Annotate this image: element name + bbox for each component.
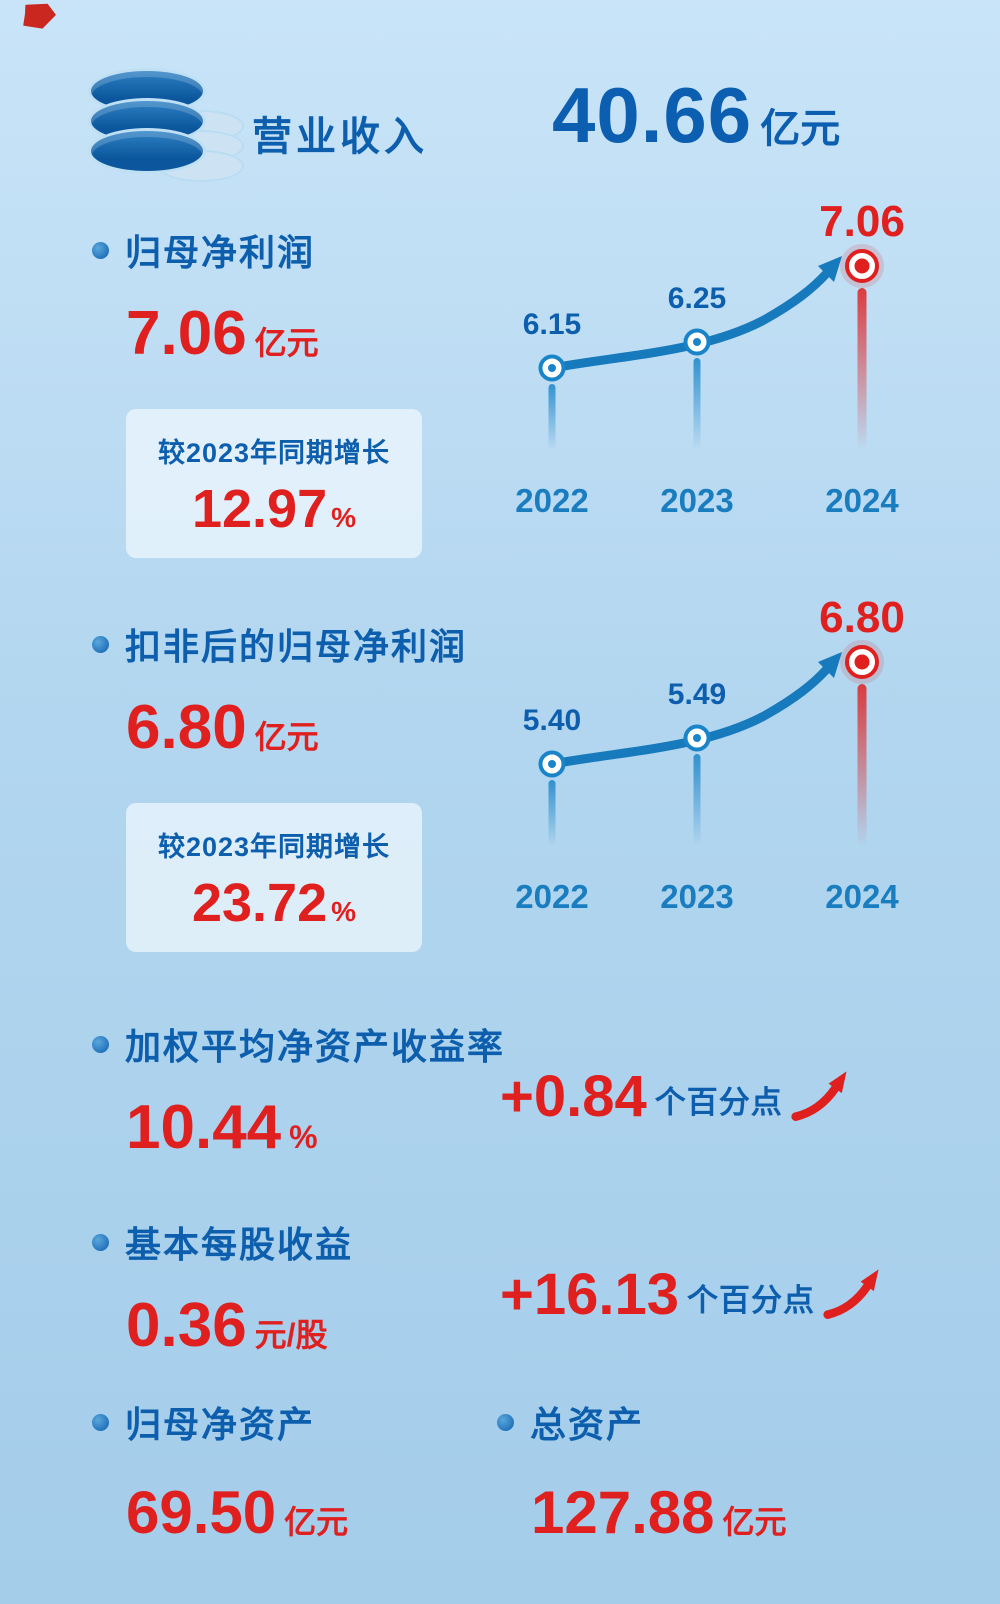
tail-2022 xyxy=(548,384,556,450)
value-2024: 6.80 xyxy=(819,596,905,642)
deducted-net-profit-growth-box: 较2023年同期增长 23.72% xyxy=(126,803,422,952)
deducted-net-profit-value: 6.80 亿元 xyxy=(126,692,467,763)
revenue-number: 40.66 xyxy=(552,71,753,159)
trend-arrow-line xyxy=(559,269,831,371)
value-2024: 7.06 xyxy=(819,200,905,246)
roe-unit: % xyxy=(289,1119,318,1155)
eps-change-number: +16.13 xyxy=(500,1262,680,1327)
net-profit-growth-box: 较2023年同期增长 12.97% xyxy=(126,409,422,558)
value-2022: 6.15 xyxy=(523,308,581,341)
year-2023: 2023 xyxy=(660,878,733,915)
trend-arrow-line xyxy=(559,665,831,767)
total-assets-number: 127.88 xyxy=(531,1479,715,1546)
growth-value: 23.72% xyxy=(191,873,357,933)
trend-arrowhead-icon xyxy=(818,652,842,678)
revenue-unit: 亿元 xyxy=(760,107,841,151)
eps-change: +16.13 个百分点 xyxy=(500,1260,887,1328)
database-icon-stack xyxy=(88,68,206,174)
growth-label: 较2023年同期增长 xyxy=(157,438,391,468)
revenue-label: 营业收入 xyxy=(252,115,428,159)
deducted-net-profit-label: 扣非后的归母净利润 xyxy=(125,626,468,667)
year-2022: 2022 xyxy=(515,482,588,519)
net-assets-label: 归母净资产 xyxy=(125,1404,316,1445)
tail-2022 xyxy=(548,780,556,846)
revenue-header: 营业收入 40.66 亿元 xyxy=(0,58,1000,228)
bullet-icon xyxy=(497,1413,514,1431)
tail-2023 xyxy=(693,754,701,846)
net-profit-value: 7.06 亿元 xyxy=(126,298,422,369)
net-assets-number: 69.50 xyxy=(126,1479,277,1546)
bullet-icon xyxy=(92,635,109,653)
net-profit-section: 归母净利润 7.06 亿元 较2023年同期增长 12.97% xyxy=(92,224,422,558)
year-2023: 2023 xyxy=(660,482,733,519)
eps-change-unit: 个百分点 xyxy=(687,1283,816,1318)
bullet-icon xyxy=(92,241,109,259)
total-assets-label: 总资产 xyxy=(530,1404,645,1445)
trend-arrowhead-icon xyxy=(818,256,842,282)
roe-value: 10.44% xyxy=(126,1092,505,1163)
total-assets-value: 127.88 亿元 xyxy=(531,1478,787,1547)
year-2022: 2022 xyxy=(515,878,588,915)
database-icon xyxy=(88,68,298,193)
bullet-icon xyxy=(92,1035,109,1053)
roe-change: +0.84 个百分点 xyxy=(500,1062,855,1130)
corner-logo-fragment xyxy=(20,1,57,31)
bullet-icon xyxy=(92,1233,109,1251)
eps-section: 基本每股收益 0.36 元/股 xyxy=(92,1216,353,1361)
deducted-net-profit-trend-chart: 5.40 5.49 6.80 2022 2023 2024 xyxy=(515,596,905,915)
deducted-net-profit-unit: 亿元 xyxy=(254,719,319,755)
roe-label: 加权平均净资产收益率 xyxy=(125,1026,506,1067)
net-profit-unit: 亿元 xyxy=(254,325,319,361)
net-assets-unit: 亿元 xyxy=(284,1504,349,1540)
net-assets-section: 归母净资产 69.50 亿元 xyxy=(92,1396,348,1547)
net-profit-number: 7.06 xyxy=(126,299,247,368)
deducted-net-profit-number: 6.80 xyxy=(126,693,247,762)
growth-label: 较2023年同期增长 xyxy=(157,832,391,862)
tail-2024 xyxy=(857,288,867,450)
roe-number: 10.44 xyxy=(126,1093,282,1162)
eps-value: 0.36 元/股 xyxy=(126,1290,353,1361)
up-arrow-icon xyxy=(791,1071,847,1121)
tail-2023 xyxy=(693,358,701,450)
value-2022: 5.40 xyxy=(523,704,581,737)
year-2024: 2024 xyxy=(825,878,899,915)
value-2023: 6.25 xyxy=(668,282,726,315)
roe-label-row: 加权平均净资产收益率 xyxy=(92,1018,505,1070)
roe-change-number: +0.84 xyxy=(500,1064,647,1129)
total-assets-label-row: 总资产 xyxy=(497,1396,787,1448)
roe-section: 加权平均净资产收益率 10.44% xyxy=(92,1018,505,1163)
deducted-net-profit-label-row: 扣非后的归母净利润 xyxy=(92,618,467,670)
tail-2024 xyxy=(857,684,867,846)
eps-unit: 元/股 xyxy=(254,1317,328,1353)
eps-label-row: 基本每股收益 xyxy=(92,1216,353,1268)
value-2023: 5.49 xyxy=(668,678,726,711)
year-2024: 2024 xyxy=(825,482,899,519)
up-arrow-icon xyxy=(823,1269,879,1319)
eps-number: 0.36 xyxy=(126,1291,247,1360)
growth-value: 12.97% xyxy=(191,479,357,539)
eps-label: 基本每股收益 xyxy=(125,1224,354,1265)
bullet-icon xyxy=(92,1413,109,1431)
net-profit-trend-chart: 6.15 6.25 7.06 2022 2023 2024 xyxy=(515,200,905,519)
net-assets-label-row: 归母净资产 xyxy=(92,1396,348,1448)
net-assets-value: 69.50 亿元 xyxy=(126,1478,348,1547)
net-profit-label-row: 归母净利润 xyxy=(92,224,422,276)
total-assets-unit: 亿元 xyxy=(722,1504,787,1540)
net-profit-label: 归母净利润 xyxy=(125,232,316,273)
roe-change-unit: 个百分点 xyxy=(654,1085,783,1120)
deducted-net-profit-section: 扣非后的归母净利润 6.80 亿元 较2023年同期增长 23.72% xyxy=(92,618,467,952)
total-assets-section: 总资产 127.88 亿元 xyxy=(497,1396,787,1547)
revenue-value: 40.66 亿元 xyxy=(552,70,840,161)
